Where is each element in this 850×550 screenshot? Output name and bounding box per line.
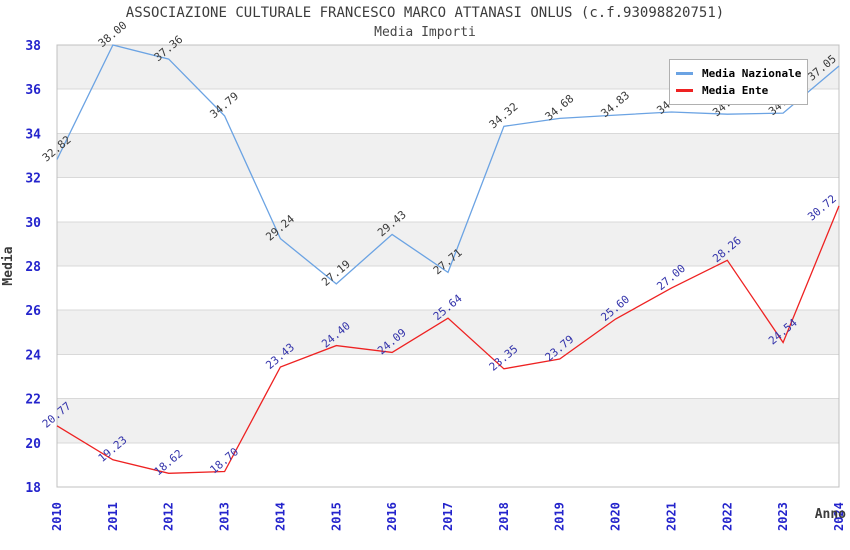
legend-label: Media Ente <box>702 84 769 97</box>
x-tick-label: 2016 <box>385 502 399 531</box>
x-tick-label: 2023 <box>776 502 790 531</box>
y-tick-label: 32 <box>25 172 41 187</box>
line-swatch-icon <box>676 72 693 75</box>
x-tick-label: 2015 <box>329 502 343 531</box>
x-tick-label: 2018 <box>497 502 511 531</box>
x-tick-label: 2013 <box>218 502 232 531</box>
plot-band <box>57 266 839 311</box>
plot-band <box>57 398 839 443</box>
y-tick-label: 34 <box>25 127 41 142</box>
y-tick-label: 28 <box>25 260 41 275</box>
plot-border <box>56 44 840 488</box>
chart-title: ASSOCIAZIONE CULTURALE FRANCESCO MARCO A… <box>125 5 725 21</box>
y-tick-label: 22 <box>25 393 41 408</box>
y-tick-label: 36 <box>25 83 41 98</box>
x-tick-label: 2024 <box>832 502 846 531</box>
x-tick-label: 2012 <box>162 502 176 531</box>
series-line-media-ente <box>56 205 840 474</box>
legend-item-media-nazionale: Media Nazionale <box>676 65 807 82</box>
plot-band <box>57 221 839 266</box>
x-tick-label: 2010 <box>50 502 64 531</box>
y-tick-label: 30 <box>25 216 41 231</box>
y-tick-label: 18 <box>25 481 41 496</box>
line-swatch-icon <box>676 89 693 92</box>
plot-band <box>57 133 839 178</box>
y-tick-label: 38 <box>25 39 41 54</box>
x-tick-label: 2022 <box>720 502 734 531</box>
x-tick-label: 2020 <box>609 502 623 531</box>
x-tick-label: 2021 <box>664 502 678 531</box>
series-line-media-nazionale <box>56 44 840 285</box>
plot-band <box>57 442 839 487</box>
legend-label: Media Nazionale <box>702 67 802 80</box>
x-axis-title: Anno <box>815 507 846 522</box>
plot-band <box>57 354 839 399</box>
legend-item-media-ente: Media Ente <box>676 82 807 99</box>
y-axis-title: Media <box>1 246 16 285</box>
y-tick-label: 20 <box>25 437 41 452</box>
legend: Media Nazionale Media Ente <box>669 59 808 105</box>
x-tick-label: 2019 <box>553 502 567 531</box>
plot-band <box>57 177 839 222</box>
chart-subtitle: Media Importi <box>374 25 476 40</box>
x-tick-label: 2017 <box>441 502 455 531</box>
plot-band <box>57 310 839 355</box>
y-tick-label: 26 <box>25 304 41 319</box>
x-tick-label: 2011 <box>106 502 120 531</box>
x-tick-label: 2014 <box>273 502 287 531</box>
y-tick-label: 24 <box>25 348 41 363</box>
